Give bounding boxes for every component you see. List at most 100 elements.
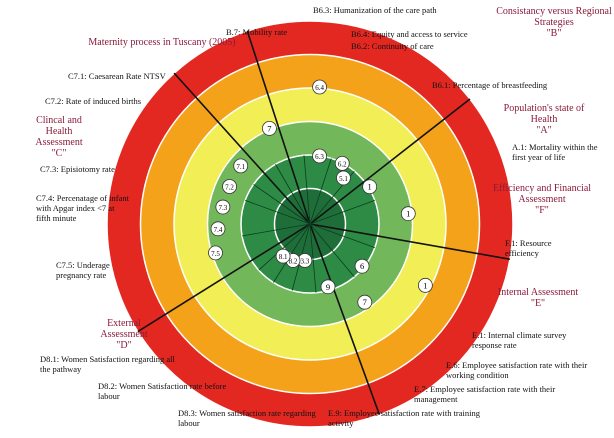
marker-label: 9 <box>326 282 330 292</box>
indicator-marker: 7.3 <box>215 199 231 215</box>
indicator-marker: 5.1 <box>336 170 351 186</box>
indicator-spoke <box>275 164 311 225</box>
sector-dividers <box>137 30 511 416</box>
marker-circle <box>400 206 416 222</box>
marker-label: 7.1 <box>236 163 245 171</box>
marker-label: 6 <box>360 261 364 271</box>
sector-divider <box>309 98 471 225</box>
marker-circle <box>215 199 231 215</box>
indicator-spoke <box>258 223 311 271</box>
marker-label: 7.4 <box>214 226 223 234</box>
indicator-marker: 1 <box>417 277 433 293</box>
indicator-spoke <box>245 200 311 225</box>
label-d83: D8.3: Women satisfaction rate regarding … <box>178 408 316 428</box>
section-d-header: External Assessment "D" <box>94 318 154 351</box>
section-f-header: Efficiency and Financial Assessment "F" <box>490 183 594 216</box>
section-c-header: Clincal and Health Assessment "C" <box>24 115 94 159</box>
marker-label: 8.2 <box>289 257 298 265</box>
section-d-title: External Assessment <box>100 318 148 340</box>
marker-circle <box>320 279 336 295</box>
marker-circle <box>336 170 351 186</box>
label-c75: C7.5: Underage pregnancy rate <box>56 260 110 280</box>
label-b63: B6.3: Humanization of the care path <box>313 5 437 15</box>
marker-circle <box>312 79 327 95</box>
indicator-marker: 6 <box>354 258 370 274</box>
marker-circle <box>275 248 291 264</box>
section-a-letter: "A" <box>536 125 552 136</box>
marker-circle <box>354 258 370 274</box>
section-e-header: Internal Assessment "E" <box>486 287 590 309</box>
marker-label: 7 <box>267 123 271 133</box>
indicator-spoke <box>309 200 375 225</box>
sector-divider <box>246 30 311 225</box>
section-a-title: Population's state of Health <box>503 103 585 125</box>
section-a-header: Population's state of Health "A" <box>494 103 594 136</box>
marker-label: 7.5 <box>211 250 220 258</box>
marker-label: 6.4 <box>315 84 324 92</box>
marker-label: 6.3 <box>315 153 324 161</box>
marker-label: 6.2 <box>338 160 347 168</box>
section-c-title: Clincal and Health Assessment <box>35 115 83 148</box>
marker-label: 5.1 <box>339 175 348 183</box>
sector-divider <box>309 223 381 416</box>
label-c74: C7.4: Percenatage of infant with Apgar i… <box>36 193 129 223</box>
sector-divider <box>137 223 311 333</box>
marker-label: 8.1 <box>279 253 288 261</box>
label-c71: C7.1: Caesarean Rate NTSV <box>68 71 166 81</box>
marker-label: 7 <box>363 297 367 307</box>
marker-circle <box>357 294 373 310</box>
label-b62: B6.2: Continuity of care <box>351 41 434 51</box>
marker-circle <box>222 179 237 194</box>
label-d82: D8.2: Women Satisfaction rate before lab… <box>98 381 227 401</box>
indicator-spoke <box>241 223 311 237</box>
indicator-marker: 7 <box>357 294 373 310</box>
marker-circle <box>208 245 223 261</box>
indicator-marker: 7.2 <box>222 179 237 194</box>
label-a1: A.1: Mortality within the first year of … <box>512 142 598 162</box>
sector-divider <box>309 223 511 261</box>
indicator-marker: 6.2 <box>334 155 350 171</box>
label-e7: E.7: Employee satisfaction rate with the… <box>414 384 556 404</box>
marker-label: 3.3 <box>300 257 309 265</box>
section-d-letter: "D" <box>116 340 132 351</box>
indicator-marker: 1 <box>362 179 378 195</box>
indicator-marker: 6.3 <box>312 148 327 164</box>
marker-circle <box>262 121 277 136</box>
indicator-spoke <box>309 158 332 225</box>
marker-label: 7.2 <box>225 183 234 191</box>
marker-label: 1 <box>406 209 410 219</box>
section-b-letter: "B" <box>546 28 562 39</box>
indicator-marker: 9 <box>320 279 336 295</box>
indicator-marker: 7 <box>262 121 277 136</box>
marker-circle <box>417 277 433 293</box>
indicator-marker: 7.4 <box>210 221 226 237</box>
marker-label: 1 <box>423 280 427 290</box>
marker-circle <box>312 148 327 164</box>
indicator-spoke <box>309 223 375 248</box>
indicator-spoke <box>309 223 317 293</box>
indicator-spoke <box>303 155 311 225</box>
indicator-spoke <box>253 184 311 225</box>
marker-circle <box>233 158 249 174</box>
section-f-title: Efficiency and Financial Assessment <box>492 183 592 205</box>
marker-label: 1 <box>368 182 372 192</box>
marker-circle <box>334 155 350 171</box>
indicator-marker: 7.5 <box>208 245 223 261</box>
label-b64: B6.4: Equity and access to service <box>351 29 468 39</box>
indicator-marker: 7.1 <box>233 158 249 174</box>
indicator-marker: 6.4 <box>312 79 327 95</box>
label-b7: B.7: Mobility rate <box>226 27 288 37</box>
marker-circle <box>210 221 226 237</box>
label-c73: C7.3: Episiotomy rate <box>40 164 115 174</box>
section-b-title: Consistancy versus Regional Strategies <box>496 6 612 28</box>
indicator-markers: 6.4 6.3 6.2 5.1 1 1 1 6 7 9 3.38.28.1 7.5 7.4 7.3 7.2 7… <box>208 79 433 310</box>
section-f-letter: "F" <box>535 205 549 216</box>
section-b-header: Consistancy versus Regional Strategies "… <box>494 6 614 39</box>
label-e1: E.1: Internal climate survey response ra… <box>472 330 567 350</box>
sector-divider <box>173 72 311 225</box>
indicator-spoke <box>309 223 355 278</box>
label-d81: D8.1: Women Satisfaction regarding all t… <box>40 354 175 374</box>
marker-circle <box>362 179 378 195</box>
